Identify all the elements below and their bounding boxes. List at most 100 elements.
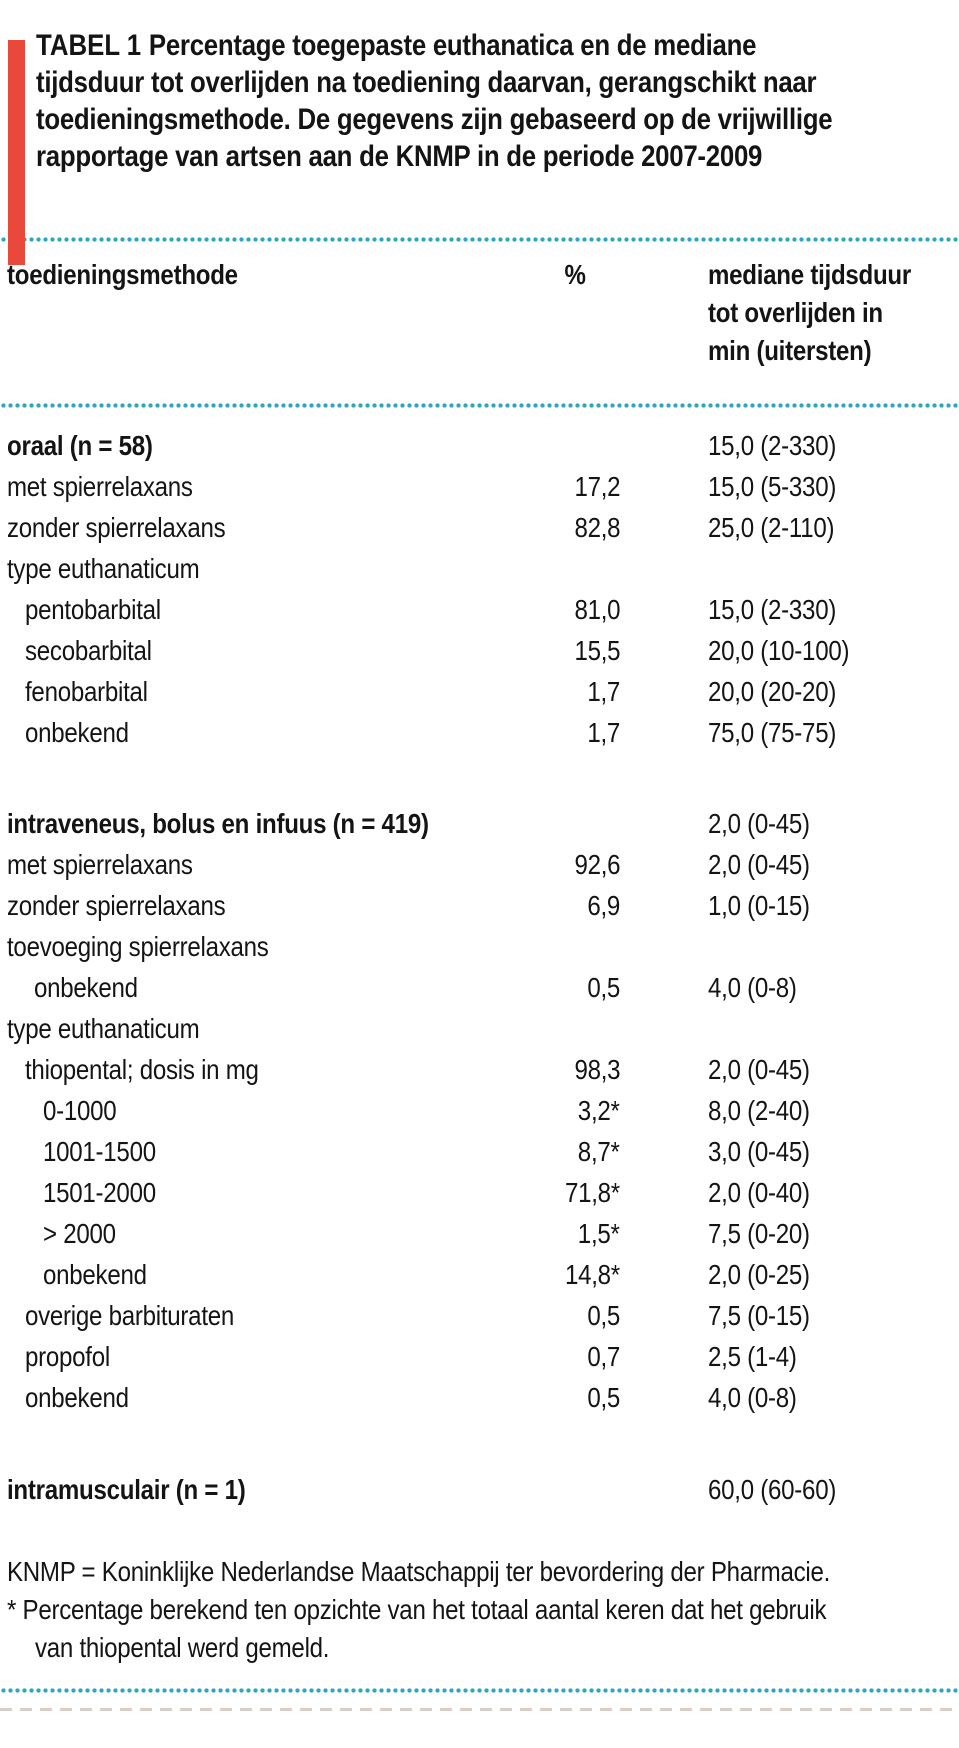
cell-median-text: 15,0 (2-330) xyxy=(708,430,837,461)
cell-method-text: met spierrelaxans xyxy=(7,471,193,502)
footnote-asterisk: * Percentage berekend ten opzichte van h… xyxy=(7,1594,827,1625)
cell-method: intraveneus, bolus en infuus (n = 419) xyxy=(0,803,540,844)
title-line: toedieningsmethode. De gegevens zijn geb… xyxy=(36,103,833,136)
cell-percent: 1,7 xyxy=(540,671,620,712)
table-section: intraveneus, bolus en infuus (n = 419) 2,… xyxy=(0,803,959,1418)
cell-method-text: secobarbital xyxy=(25,635,152,666)
cell-percent: 81,0 xyxy=(540,589,620,630)
cell-percent: 1,7 xyxy=(540,712,620,753)
dotted-divider-top xyxy=(0,237,959,242)
cell-method: onbekend xyxy=(0,712,540,753)
cell-median: 75,0 (75-75) xyxy=(620,712,959,753)
table-row: overige barbituraten 0,5 7,5 (0-15) xyxy=(0,1295,959,1336)
cell-method-text: 1501-2000 xyxy=(43,1177,156,1208)
table-row: propofol 0,7 2,5 (1-4) xyxy=(0,1336,959,1377)
cell-method-text: zonder spierrelaxans xyxy=(7,512,226,543)
cell-median-text: 2,0 (0-45) xyxy=(708,849,810,880)
table-row: intramusculair (n = 1) 60,0 (60-60) xyxy=(0,1469,959,1510)
column-header-median-line: mediane tijdsduur xyxy=(708,259,912,290)
cell-method-text: propofol xyxy=(25,1341,110,1372)
cell-median: 3,0 (0-45) xyxy=(620,1131,959,1172)
cell-percent: 0,5 xyxy=(540,1295,620,1336)
cell-percent: 14,8* xyxy=(540,1254,620,1295)
table-body: oraal (n = 58) 15,0 (2-330) met spierrelax… xyxy=(0,425,959,1510)
cell-percent-text: 98,3 xyxy=(574,1054,620,1085)
cell-method: > 2000 xyxy=(0,1213,540,1254)
cell-median: 2,0 (0-45) xyxy=(620,844,959,885)
cell-percent xyxy=(540,548,620,589)
cell-method-text: onbekend xyxy=(25,717,129,748)
table-row: pentobarbital 81,0 15,0 (2-330) xyxy=(0,589,959,630)
cell-median: 2,0 (0-25) xyxy=(620,1254,959,1295)
cell-percent-text: 1,7 xyxy=(587,676,620,707)
table-row: 0-1000 3,2* 8,0 (2-40) xyxy=(0,1090,959,1131)
cell-percent: 0,7 xyxy=(540,1336,620,1377)
cell-method: met spierrelaxans xyxy=(0,466,540,507)
cell-percent: 82,8 xyxy=(540,507,620,548)
cell-method: propofol xyxy=(0,1336,540,1377)
table-section: intramusculair (n = 1) 60,0 (60-60) xyxy=(0,1469,959,1510)
cell-method: intramusculair (n = 1) xyxy=(0,1469,540,1510)
cell-method-text: onbekend xyxy=(43,1259,147,1290)
table-row: type euthanaticum xyxy=(0,548,959,589)
cell-percent-text: 81,0 xyxy=(574,594,620,625)
cell-median: 2,0 (0-45) xyxy=(620,1049,959,1090)
cell-percent xyxy=(540,803,620,844)
cell-median xyxy=(620,1008,959,1049)
cell-median: 7,5 (0-20) xyxy=(620,1213,959,1254)
page-edge-artifact-line xyxy=(0,1708,959,1711)
cell-median-text: 25,0 (2-110) xyxy=(708,512,835,543)
cell-percent: 0,5 xyxy=(540,967,620,1008)
dotted-divider-header xyxy=(0,403,959,408)
footnotes: KNMP = Koninklijke Nederlandse Maatschap… xyxy=(0,1553,959,1667)
cell-method-text: overige barbituraten xyxy=(25,1300,235,1331)
cell-method-text: zonder spierrelaxans xyxy=(7,890,226,921)
column-header-median: mediane tijdsduur tot overlijden in min … xyxy=(620,256,959,370)
cell-median-text: 20,0 (20-20) xyxy=(708,676,837,707)
cell-percent-text: 6,9 xyxy=(587,890,620,921)
table-row: onbekend 14,8* 2,0 (0-25) xyxy=(0,1254,959,1295)
table-number-label: TABEL 1 xyxy=(36,29,142,62)
cell-percent xyxy=(540,425,620,466)
table-row: 1501-2000 71,8* 2,0 (0-40) xyxy=(0,1172,959,1213)
cell-method: fenobarbital xyxy=(0,671,540,712)
journal-table-figure: TABEL 1 Percentage toegepaste euthanatica… xyxy=(0,27,959,1748)
cell-median: 2,0 (0-45) xyxy=(620,803,959,844)
cell-percent: 71,8* xyxy=(540,1172,620,1213)
cell-percent: 1,5* xyxy=(540,1213,620,1254)
cell-median: 60,0 (60-60) xyxy=(620,1469,959,1510)
cell-percent-text: 3,2* xyxy=(578,1095,620,1126)
red-accent-bar xyxy=(8,40,25,265)
cell-percent xyxy=(540,1469,620,1510)
cell-percent: 3,2* xyxy=(540,1090,620,1131)
table-row: fenobarbital 1,7 20,0 (20-20) xyxy=(0,671,959,712)
cell-median: 8,0 (2-40) xyxy=(620,1090,959,1131)
table-row: intraveneus, bolus en infuus (n = 419) 2,… xyxy=(0,803,959,844)
cell-method: onbekend xyxy=(0,1377,540,1418)
cell-median-text: 8,0 (2-40) xyxy=(708,1095,810,1126)
cell-median-text: 2,0 (0-40) xyxy=(708,1177,810,1208)
table-row: zonder spierrelaxans 82,8 25,0 (2-110) xyxy=(0,507,959,548)
cell-median-text: 60,0 (60-60) xyxy=(708,1474,837,1505)
cell-method-text: pentobarbital xyxy=(25,594,161,625)
cell-median-text: 2,0 (0-45) xyxy=(708,1054,810,1085)
table-row: met spierrelaxans 17,2 15,0 (5-330) xyxy=(0,466,959,507)
table-title: TABEL 1 Percentage toegepaste euthanatica… xyxy=(36,27,939,175)
cell-percent: 8,7* xyxy=(540,1131,620,1172)
cell-median: 2,0 (0-40) xyxy=(620,1172,959,1213)
cell-median xyxy=(620,548,959,589)
table-row: met spierrelaxans 92,6 2,0 (0-45) xyxy=(0,844,959,885)
cell-method: 1501-2000 xyxy=(0,1172,540,1213)
cell-method: toevoeging spierrelaxans xyxy=(0,926,540,967)
cell-median-text: 7,5 (0-15) xyxy=(708,1300,810,1331)
cell-percent-text: 82,8 xyxy=(574,512,620,543)
column-header-median-line: tot overlijden in xyxy=(708,297,883,328)
cell-median xyxy=(620,926,959,967)
cell-method: 1001-1500 xyxy=(0,1131,540,1172)
table-header-row: toedieningsmethode % mediane tijdsduur t… xyxy=(0,256,959,370)
cell-method: thiopental; dosis in mg xyxy=(0,1049,540,1090)
table-row: thiopental; dosis in mg 98,3 2,0 (0-45) xyxy=(0,1049,959,1090)
cell-percent-text: 1,5* xyxy=(578,1218,620,1249)
cell-method: zonder spierrelaxans xyxy=(0,507,540,548)
table-row: onbekend 0,5 4,0 (0-8) xyxy=(0,967,959,1008)
